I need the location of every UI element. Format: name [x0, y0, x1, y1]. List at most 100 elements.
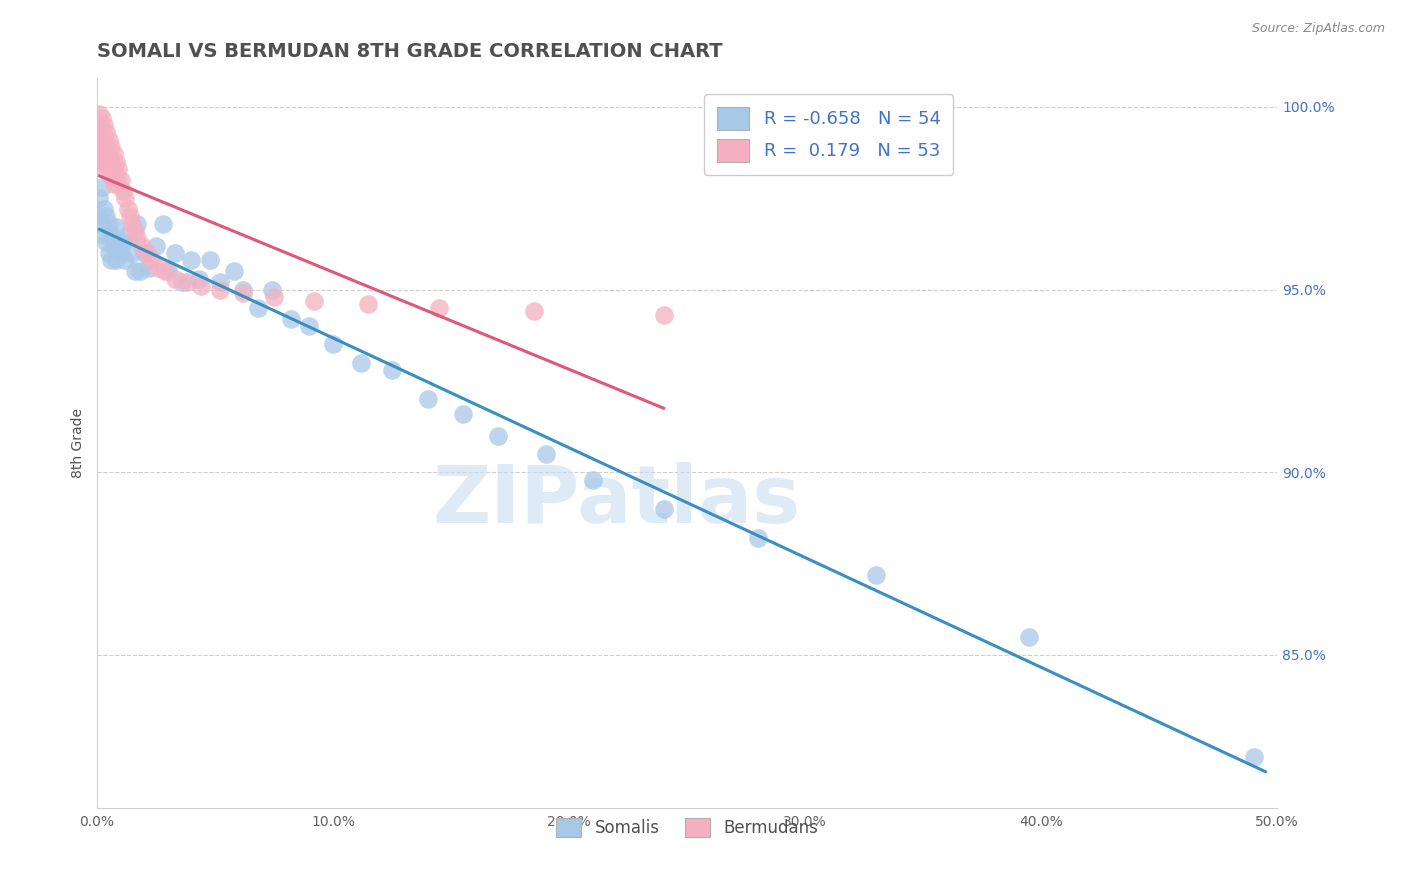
Point: [486, 428, 509, 442]
Point: [90, 111, 112, 125]
Point: [260, 283, 283, 297]
Point: [89, 118, 111, 132]
Point: [97, 217, 120, 231]
Text: Source: ZipAtlas.com: Source: ZipAtlas.com: [1251, 22, 1385, 36]
Point: [138, 260, 160, 275]
Point: [416, 392, 439, 406]
Point: [103, 177, 125, 191]
Point: [96, 140, 118, 154]
Point: [121, 246, 143, 260]
Point: [180, 253, 202, 268]
Point: [104, 169, 127, 184]
Point: [117, 227, 139, 242]
Point: [652, 501, 675, 516]
Point: [110, 246, 132, 260]
Point: [747, 531, 769, 545]
Point: [124, 224, 146, 238]
Point: [89, 154, 111, 169]
Point: [93, 147, 115, 161]
Point: [427, 301, 450, 315]
Point: [135, 246, 157, 260]
Point: [90, 217, 112, 231]
Point: [100, 227, 122, 242]
Point: [89, 107, 111, 121]
Point: [103, 147, 125, 161]
Point: [97, 161, 120, 176]
Point: [298, 319, 321, 334]
Point: [128, 264, 150, 278]
Point: [156, 264, 179, 278]
Point: [163, 246, 186, 260]
Point: [652, 308, 675, 322]
Point: [534, 447, 557, 461]
Point: [96, 154, 118, 169]
Point: [90, 136, 112, 151]
Point: [96, 125, 118, 139]
Point: [152, 217, 174, 231]
Point: [155, 264, 177, 278]
Y-axis label: 8th Grade: 8th Grade: [72, 408, 86, 478]
Point: [90, 151, 112, 165]
Point: [208, 283, 231, 297]
Point: [100, 140, 122, 154]
Point: [127, 231, 149, 245]
Point: [90, 180, 112, 194]
Point: [120, 210, 142, 224]
Point: [104, 220, 127, 235]
Point: [451, 407, 474, 421]
Point: [114, 253, 136, 268]
Point: [176, 275, 198, 289]
Point: [93, 133, 115, 147]
Point: [357, 297, 380, 311]
Point: [117, 202, 139, 216]
Point: [246, 301, 269, 315]
Point: [582, 473, 605, 487]
Text: SOMALI VS BERMUDAN 8TH GRADE CORRELATION CHART: SOMALI VS BERMUDAN 8TH GRADE CORRELATION…: [97, 42, 723, 61]
Legend: Somalis, Bermudans: Somalis, Bermudans: [550, 812, 824, 844]
Point: [280, 311, 302, 326]
Point: [302, 293, 325, 308]
Point: [350, 356, 373, 370]
Point: [114, 191, 136, 205]
Point: [89, 191, 111, 205]
Point: [90, 125, 112, 139]
Point: [93, 202, 115, 216]
Point: [1243, 750, 1265, 764]
Point: [124, 264, 146, 278]
Point: [107, 238, 129, 252]
Point: [232, 286, 254, 301]
Point: [145, 238, 167, 252]
Point: [111, 235, 134, 249]
Point: [187, 271, 209, 285]
Point: [127, 217, 149, 231]
Point: [148, 260, 170, 275]
Point: [100, 154, 122, 169]
Point: [103, 161, 125, 176]
Point: [1018, 630, 1040, 644]
Point: [381, 363, 404, 377]
Point: [96, 210, 118, 224]
Point: [89, 210, 111, 224]
Point: [96, 235, 118, 249]
Point: [523, 304, 546, 318]
Point: [89, 144, 111, 158]
Point: [322, 337, 344, 351]
Point: [100, 253, 122, 268]
Point: [865, 567, 887, 582]
Point: [111, 184, 134, 198]
Point: [97, 133, 120, 147]
Point: [200, 253, 222, 268]
Point: [93, 118, 115, 132]
Point: [170, 275, 193, 289]
Point: [100, 169, 122, 184]
Text: ZIPatlas: ZIPatlas: [432, 462, 800, 541]
Point: [103, 238, 125, 252]
Point: [104, 154, 127, 169]
Point: [121, 217, 143, 231]
Point: [232, 283, 254, 297]
Point: [104, 253, 127, 268]
Point: [89, 129, 111, 144]
Point: [93, 161, 115, 176]
Point: [97, 147, 120, 161]
Point: [163, 271, 186, 285]
